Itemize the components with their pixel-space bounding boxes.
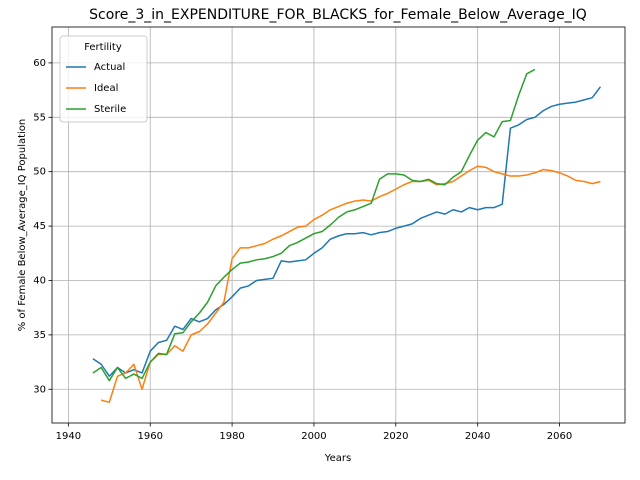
- y-tick-label: 35: [33, 330, 46, 341]
- y-tick-label: 30: [33, 384, 46, 395]
- legend-label: Ideal: [94, 83, 118, 94]
- chart-title: Score_3_in_EXPENDITURE_FOR_BLACKS_for_Fe…: [89, 7, 587, 23]
- x-tick-label: 2000: [301, 431, 326, 442]
- y-tick-label: 55: [33, 112, 46, 123]
- y-tick-label: 40: [33, 275, 46, 286]
- x-tick-label: 2040: [465, 431, 490, 442]
- line-series: [100, 165, 601, 404]
- x-tick-label: 1980: [219, 431, 244, 442]
- y-tick-label: 50: [33, 167, 46, 178]
- line-series: [92, 68, 536, 382]
- y-axis-label: % of Female Below_Average_IQ Population: [17, 119, 28, 332]
- line-series: [92, 86, 602, 377]
- x-tick-label: 1960: [138, 431, 163, 442]
- x-tick-label: 2060: [547, 431, 572, 442]
- legend-label: Actual: [94, 62, 125, 73]
- axes-frame: [51, 26, 626, 424]
- legend-label: Sterile: [94, 104, 126, 115]
- x-axis-label: Years: [324, 453, 351, 464]
- legend: Fertility Actual Ideal Sterile: [59, 35, 148, 123]
- y-tick-label: 60: [33, 58, 46, 69]
- y-tick-label: 45: [33, 221, 46, 232]
- legend-box: [59, 35, 148, 123]
- legend-title: Fertility: [84, 42, 122, 53]
- x-tick-label: 1940: [56, 431, 81, 442]
- x-tick-label: 2020: [383, 431, 408, 442]
